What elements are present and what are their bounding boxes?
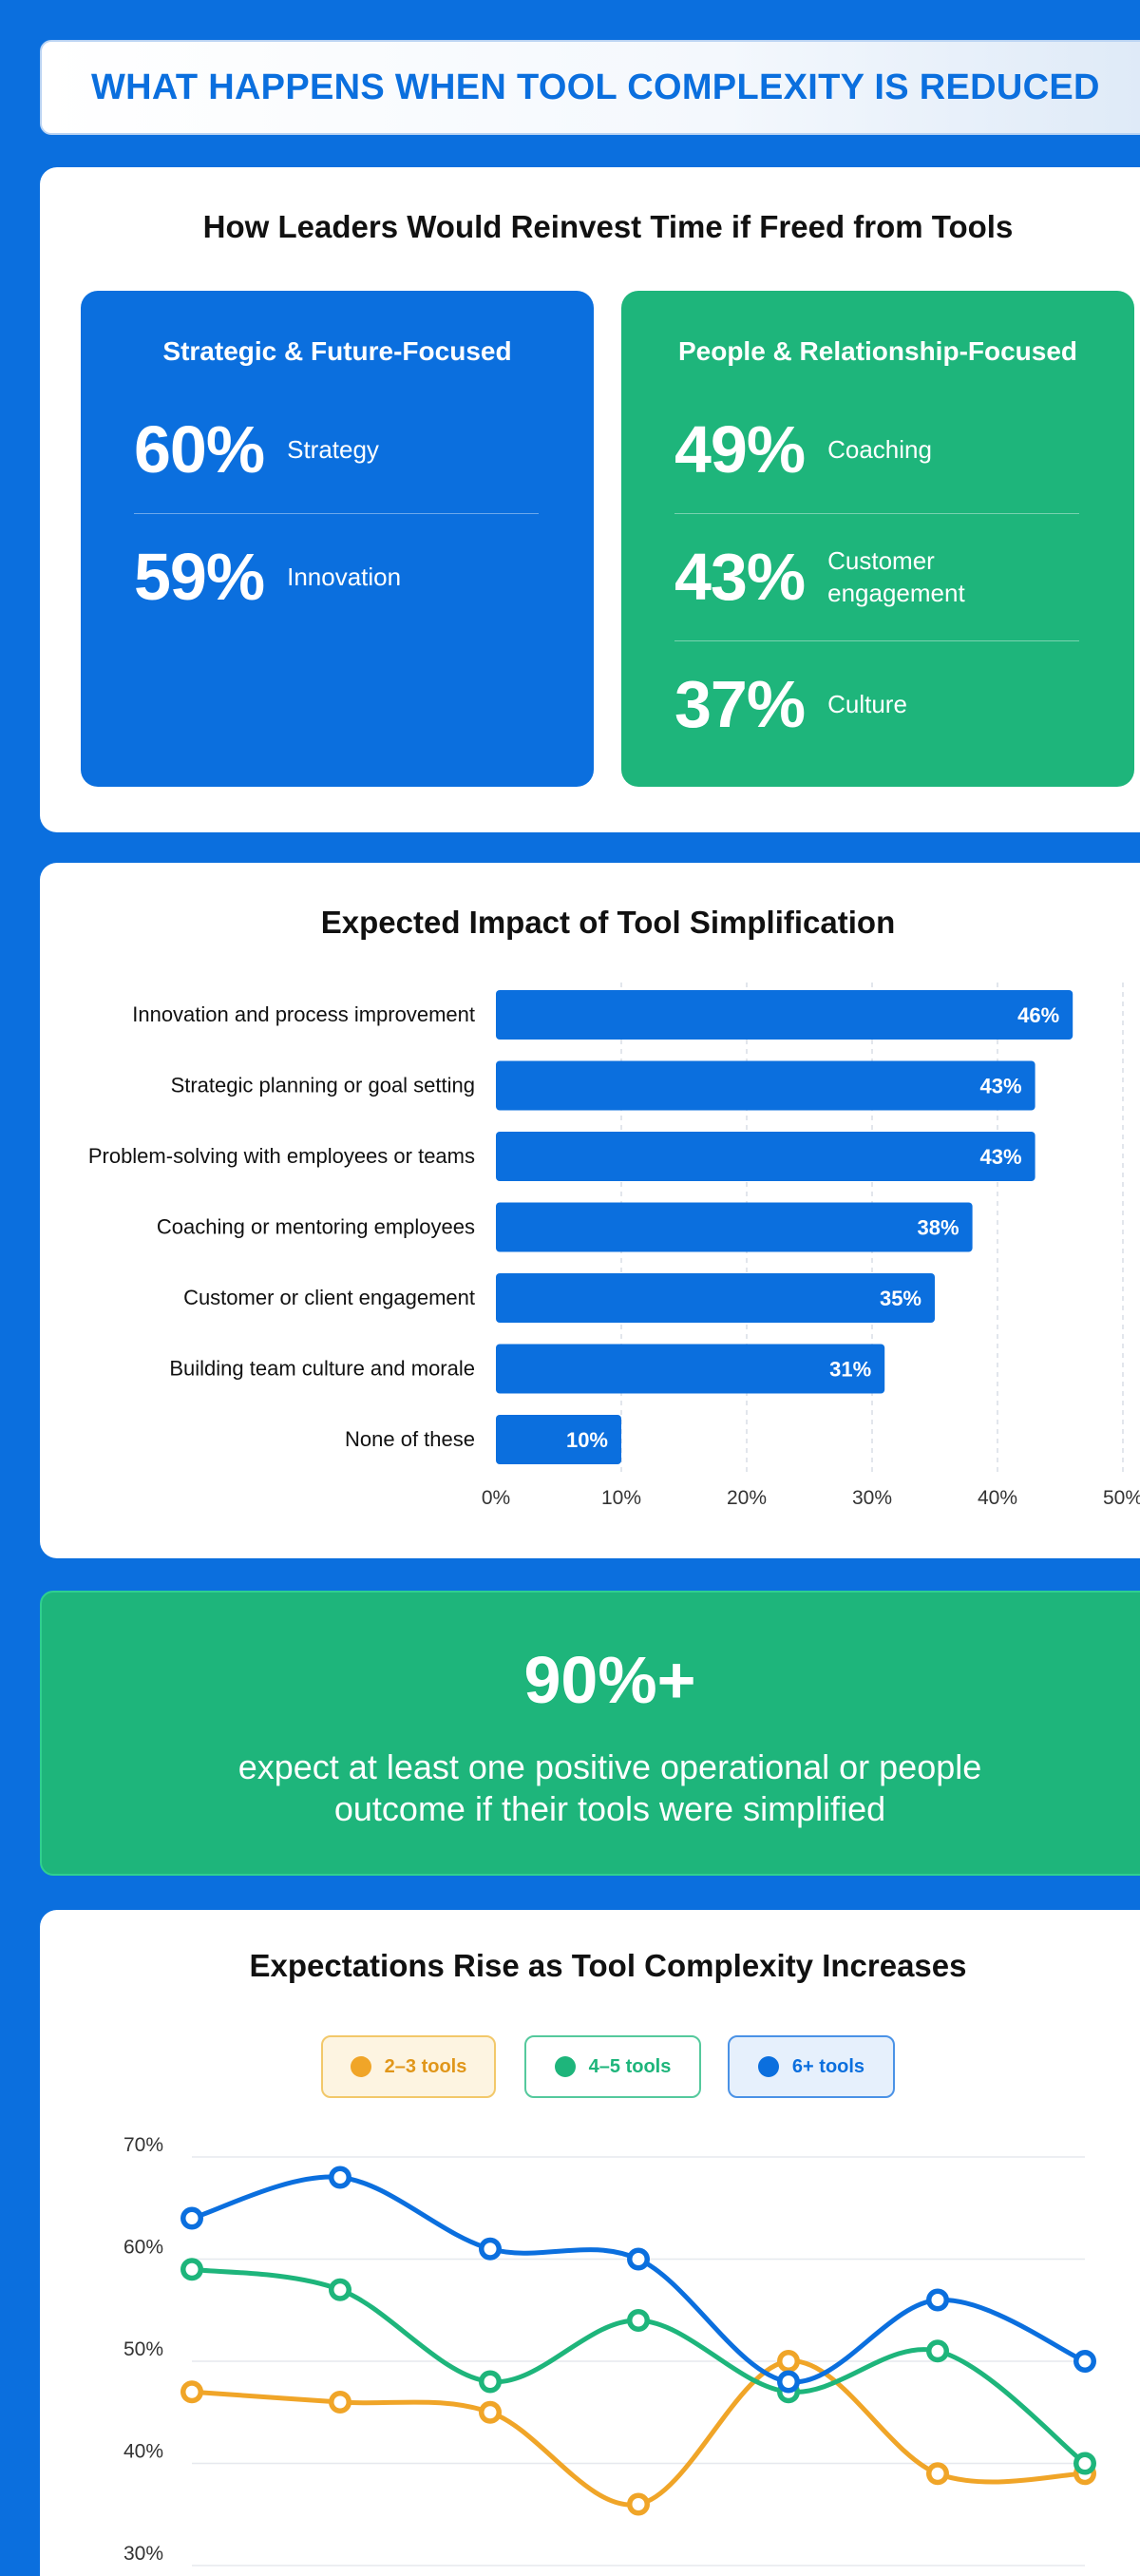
y-tick-label: 50% [124,2338,163,2360]
data-point [777,2370,800,2394]
data-point [926,2339,949,2363]
data-point [329,2278,352,2301]
divider [674,640,1079,641]
data-point [777,2350,800,2373]
impact-card: Expected Impact of Tool Simplification 0… [40,863,1140,1558]
banner: WHAT HAPPENS WHEN TOOL COMPLEXITY IS RED… [40,40,1140,135]
legend-dot [350,2056,371,2077]
stat-pct: 37% [674,667,806,741]
legend-dot [554,2056,576,2077]
people-panel: People & Relationship-Focused 49% Coachi… [621,291,1134,787]
bar-value-label: 43% [980,1075,1022,1098]
data-point [1074,2452,1096,2475]
strategic-panel: Strategic & Future-Focused 60% Strategy … [81,291,594,787]
y-tick-label: 70% [124,2134,163,2156]
stat-label: Strategy [287,435,379,464]
data-point [479,2237,502,2261]
category-label: Innovation and process improvement [132,1002,475,1026]
callout-stat: 90%+ [523,1643,696,1717]
category-label: Coaching or mentoring employees [157,1215,475,1239]
data-point [479,2370,502,2394]
bar [496,1132,1036,1181]
category-label: Strategic planning or goal setting [171,1074,475,1097]
x-tick-label: 30% [852,1487,892,1509]
legend-label: 2–3 tools [384,2055,467,2077]
x-tick-label: 0% [482,1487,510,1509]
category-label: Building team culture and morale [169,1357,475,1381]
bar-value-label: 35% [880,1287,922,1310]
divider [674,513,1079,514]
legend-label: 4–5 tools [588,2055,672,2077]
bar-value-label: 10% [566,1428,608,1452]
data-point [627,2247,650,2271]
x-tick-label: 50% [1103,1487,1140,1509]
bar [496,1273,935,1323]
data-point [329,2391,352,2414]
people-panel-title: People & Relationship-Focused [677,336,1078,366]
callout-text: expect at least one positive operational… [238,1747,982,1828]
stat-label: Innovation [287,563,402,591]
reinvest-card: How Leaders Would Reinvest Time if Freed… [40,167,1140,832]
data-point [926,2288,949,2312]
series-line [189,2174,1088,2385]
category-label: Problem-solving with employees or teams [88,1144,475,1168]
y-tick-label: 60% [124,2237,163,2259]
data-point [479,2400,502,2424]
bar [496,990,1074,1040]
stat-label: Coaching [827,435,932,464]
data-point [180,2380,203,2404]
data-point [627,2309,650,2332]
stat-label: Customer engagement [827,546,965,607]
divider [134,513,539,514]
stat-strategy: 60% Strategy [134,407,539,492]
bar [496,1344,885,1394]
series-line [189,2358,1088,2508]
x-tick-label: 40% [978,1487,1017,1509]
x-tick-label: 20% [727,1487,767,1509]
legend-dot [757,2056,779,2077]
bar-value-label: 31% [829,1358,871,1382]
expectations-card: Expectations Rise as Tool Complexity Inc… [40,1910,1140,2576]
legend-label: 6+ tools [791,2055,865,2077]
reinvest-title: How Leaders Would Reinvest Time if Freed… [202,209,1014,244]
banner-title: WHAT HAPPENS WHEN TOOL COMPLEXITY IS RED… [91,67,1100,107]
bar [496,1202,973,1252]
stat-pct: 49% [674,412,806,487]
stat-pct: 60% [134,412,265,487]
strategic-panel-title: Strategic & Future-Focused [162,336,512,366]
callout-card: 90%+ expect at least one positive operat… [40,1591,1140,1876]
x-tick-label: 10% [601,1487,641,1509]
bar [496,1060,1036,1111]
stat-coaching: 49% Coaching [674,407,1079,492]
stat-customer-engagement: 43% Customer engagement [674,534,1079,620]
data-point [627,2492,650,2516]
stat-culture: 37% Culture [674,661,1079,747]
bar-value-label: 46% [1017,1003,1059,1027]
bar-chart-title: Expected Impact of Tool Simplification [320,905,896,940]
data-point [329,2166,352,2189]
stat-label: Culture [827,690,907,718]
stat-pct: 43% [674,540,806,614]
bar-value-label: 43% [980,1145,1022,1169]
legend-item-4-5-tools: 4–5 tools [524,2035,701,2098]
legend-item-2-3-tools: 2–3 tools [321,2035,496,2098]
data-point [180,2258,203,2281]
bar [496,1415,621,1464]
bar-chart: 0% 10% 20% 30% 40% 50% Innovation and process … [88,983,1140,1509]
line-chart: 30% 40% 50% 60% 70% [124,2134,1096,2566]
y-tick-label: 40% [124,2441,163,2463]
legend-item-6-plus-tools: 6+ tools [728,2035,895,2098]
stat-innovation: 59% Innovation [134,534,539,620]
data-point [1074,2350,1096,2373]
y-tick-label: 30% [124,2543,163,2565]
stat-pct: 59% [134,540,265,614]
data-point [180,2206,203,2230]
category-label: None of these [345,1427,475,1451]
data-point [926,2462,949,2486]
line-chart-title: Expectations Rise as Tool Complexity Inc… [249,1948,967,1983]
category-label: Customer or client engagement [183,1286,475,1309]
bar-value-label: 38% [918,1216,960,1240]
